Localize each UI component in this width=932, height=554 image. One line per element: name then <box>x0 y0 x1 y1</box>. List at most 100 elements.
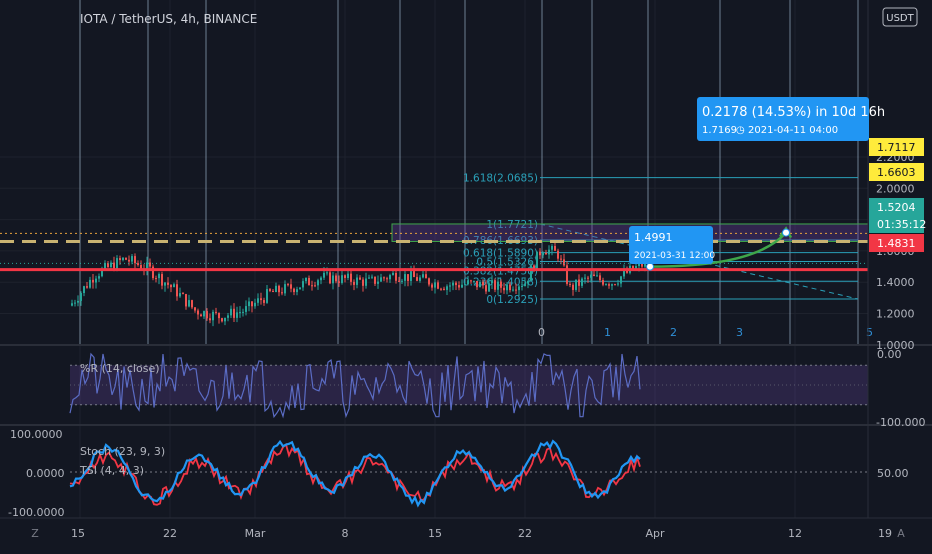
fib-level-label: 0(1.2925) <box>486 294 538 306</box>
candle-body <box>521 286 523 288</box>
badge-text: 01:35:12 <box>877 218 926 231</box>
time-axis-label: 8 <box>342 527 349 540</box>
candle-body <box>161 274 163 286</box>
candle-body <box>260 298 262 301</box>
osc-tick-0: 0.0000 <box>26 467 65 480</box>
candle-body <box>509 284 511 291</box>
candle-body <box>173 284 175 288</box>
price-tick: 1.4000 <box>876 276 915 289</box>
candle-body <box>485 285 487 292</box>
candle-body <box>218 312 220 319</box>
candle-body <box>110 262 112 267</box>
candle-body <box>533 265 535 270</box>
candle-body <box>140 265 142 270</box>
candle-body <box>443 288 445 290</box>
candle-body <box>608 284 610 286</box>
candle-body <box>269 289 271 291</box>
candle-body <box>581 278 583 286</box>
wr-line <box>69 352 641 419</box>
time-cycle-label: 3 <box>736 326 743 339</box>
candle-body <box>281 292 283 294</box>
projection-label[interactable]: 0.2178 (14.53%) in 10d 16h 1.7169 ◷ 2021… <box>697 97 885 141</box>
origin-time: 2021-03-31 12:00 <box>634 251 715 261</box>
candle-body <box>101 268 103 277</box>
candle-body <box>371 276 373 278</box>
tsi-label[interactable]: TSI (4, 4, 3) <box>79 464 144 477</box>
candle-body <box>557 250 559 259</box>
candle-body <box>113 262 115 270</box>
candle-body <box>455 282 457 286</box>
symbol-title[interactable]: IOTA / TetherUS, 4h, BINANCE <box>80 12 257 26</box>
candle-body <box>257 298 259 303</box>
candle-body <box>476 280 478 288</box>
candle-body <box>296 289 298 293</box>
fib-level-label: 0.5(1.5326) <box>476 256 538 268</box>
candle-body <box>530 265 532 281</box>
stoch-label[interactable]: Stoch (23, 9, 3) <box>80 445 165 458</box>
log-scale-button[interactable]: Z <box>31 527 39 540</box>
badge-bg <box>869 215 924 233</box>
candle-body <box>308 277 310 286</box>
candle-body <box>353 281 355 285</box>
candle-body <box>98 276 100 279</box>
candle-body <box>236 312 238 318</box>
williams-r-panel <box>69 352 868 419</box>
origin-label[interactable]: 1.4991 2021-03-31 12:00 <box>629 226 715 264</box>
candle-body <box>239 312 241 314</box>
projection-end-point[interactable] <box>782 228 790 237</box>
candle-body <box>221 318 223 322</box>
auto-scale-button[interactable]: A <box>897 527 905 540</box>
candle-body <box>209 318 211 321</box>
candle-body <box>344 275 346 278</box>
candle-body <box>215 311 217 313</box>
candle-body <box>146 262 148 270</box>
candle-body <box>641 262 643 267</box>
candle-body <box>554 246 556 251</box>
candle-body <box>437 282 439 289</box>
time-axis[interactable]: 15 22 Mar 8 15 22 Apr 12 19 <box>71 527 892 540</box>
oscillator-panel <box>69 439 868 508</box>
candle-body <box>626 270 628 273</box>
price-badges: 1.7117 1.6603 1.5204 01:35:12 1.4831 <box>869 138 926 252</box>
candle-body <box>242 311 244 313</box>
candle-body <box>602 280 604 285</box>
candle-body <box>176 284 178 297</box>
candle-body <box>182 293 184 295</box>
candle-body <box>431 284 433 288</box>
candle-body <box>224 317 226 322</box>
candle-body <box>512 289 514 291</box>
candle-body <box>470 280 472 282</box>
candle-body <box>539 251 541 256</box>
candle-body <box>362 279 364 286</box>
candle-body <box>374 276 376 284</box>
price-overlays[interactable] <box>0 226 868 272</box>
osc-tick-neg100: -100.0000 <box>8 506 64 519</box>
candle-body <box>428 278 430 285</box>
badge-bg <box>869 138 924 156</box>
candle-body <box>491 280 493 284</box>
candle-body <box>314 285 316 287</box>
candle-body <box>335 275 337 282</box>
projection-curve[interactable] <box>649 231 787 268</box>
candle-body <box>458 285 460 288</box>
time-axis-label: Mar <box>245 527 266 540</box>
candle-body <box>170 284 172 288</box>
candle-body <box>419 277 421 281</box>
price-tick: 1.0000 <box>876 339 915 352</box>
candle-body <box>575 279 577 290</box>
candle-body <box>380 277 382 282</box>
candle-body <box>560 258 562 260</box>
currency-button[interactable]: USDT <box>882 7 918 27</box>
candle-body <box>548 249 550 255</box>
projection-start-point[interactable] <box>646 262 654 271</box>
candle-body <box>620 276 622 284</box>
candle-body <box>416 277 418 281</box>
wr-label[interactable]: %R (14, close) <box>80 362 160 375</box>
badge-text: 1.6603 <box>877 166 916 179</box>
wr-tick-0: 0.00 <box>877 348 902 361</box>
candle-body <box>404 274 406 281</box>
price-badge-green: 1.5204 <box>869 198 924 216</box>
time-cycle-label: 1 <box>604 326 611 339</box>
price-badge-yellow: 1.7117 <box>869 138 924 156</box>
